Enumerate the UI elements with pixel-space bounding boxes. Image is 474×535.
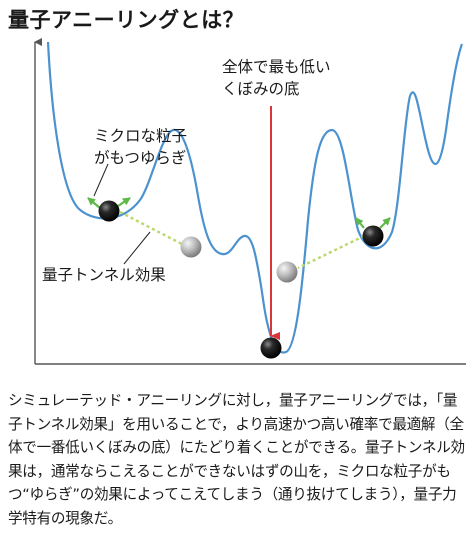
lowest-point-label-line2: くぼみの底 — [222, 80, 300, 98]
lowest-point-label-line1: 全体で最も低い — [222, 58, 331, 76]
particle-fluctuation-label-line1: ミクロな粒子 — [94, 127, 188, 145]
energy-landscape-diagram — [34, 38, 466, 365]
particle-bottom — [260, 337, 282, 359]
lowest-point-label: 全体で最も低い くぼみの底 — [222, 56, 331, 100]
tunnel-effect-label: 量子トンネル効果 — [42, 266, 166, 284]
particle-tunneled-left — [180, 236, 202, 258]
particle-fluctuation-label: ミクロな粒子 がもつゆらぎ — [94, 125, 187, 169]
fluctuation-arrow-left-b — [117, 197, 131, 207]
tunnel-path-left — [119, 210, 183, 246]
fluctuation-arrow-right-b — [379, 217, 391, 229]
page-title: 量子アニーリングとは？ — [8, 8, 245, 32]
particle-fluctuation-label-line2: がもつゆらぎ — [94, 149, 187, 167]
fluctuation-arrow-right-a — [355, 217, 365, 229]
tunnel-label-pointer — [123, 231, 151, 265]
fluctuation-arrow-left-a — [87, 197, 101, 209]
energy-curve — [46, 41, 464, 354]
tunnel-path-right — [297, 234, 365, 270]
particle-label-pointer — [93, 163, 109, 197]
particle-right — [362, 225, 384, 247]
description-text: シミュレーテッド・アニーリングに対し，量子アニーリングでは，「量子トンネル効果」… — [8, 392, 465, 527]
particle-left — [98, 200, 120, 222]
particle-tunneled-right — [276, 261, 298, 283]
